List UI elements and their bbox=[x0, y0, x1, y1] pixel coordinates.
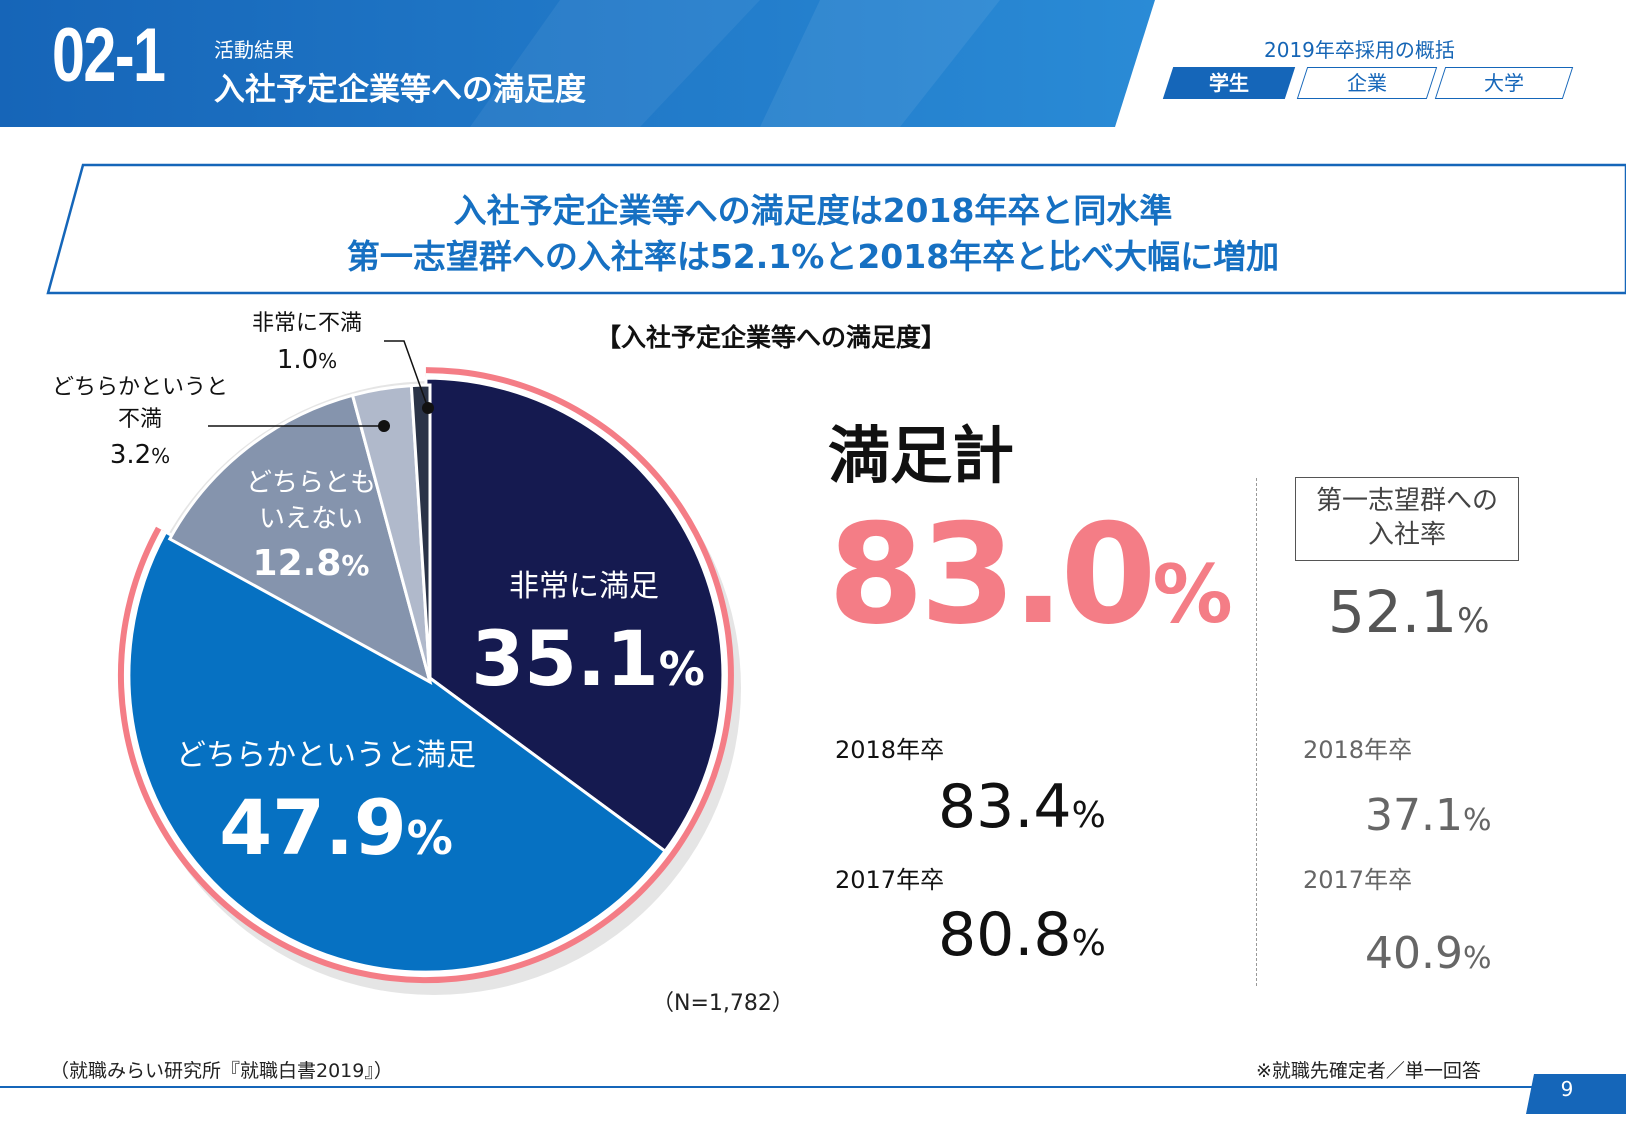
source-citation: （就職みらい研究所『就職白書2019』） bbox=[50, 1060, 393, 1082]
first-choice-2018-number: 37.1 bbox=[1365, 790, 1463, 841]
first-choice-label-line-2: 入社率 bbox=[1367, 520, 1446, 550]
footnote: ※就職先確定者／単一回答 bbox=[1256, 1060, 1481, 1082]
first-choice-2018-label: 2018年卒 bbox=[1303, 736, 1413, 764]
satisfaction-2017-number: 80.8 bbox=[938, 900, 1072, 970]
satisfaction-total-number: 83.0 bbox=[828, 494, 1156, 655]
callout-very-dissatisfied-label: 非常に不満 bbox=[252, 311, 362, 336]
chart-title: 【入社予定企業等への満足度】 bbox=[596, 323, 947, 352]
slice-value-very-satisfied: 35.1% bbox=[471, 614, 705, 703]
overview-title: 2019年卒採用の概括 bbox=[1264, 38, 1455, 62]
satisfaction-2018-unit: % bbox=[1071, 795, 1106, 836]
slice-very-dissatisfied bbox=[409, 383, 432, 683]
headline-line-1: 入社予定企業等への満足度は2018年卒と同水準 bbox=[453, 191, 1173, 230]
satisfaction-total-label: 満足計 bbox=[828, 419, 1015, 492]
first-choice-2017-number: 40.9 bbox=[1365, 928, 1463, 979]
slice-label-neutral-line-1: どちらとも bbox=[246, 468, 376, 498]
callout-very-dissatisfied-value: 1.0% bbox=[277, 345, 337, 375]
first-choice-label-line-1: 第一志望群への bbox=[1315, 486, 1498, 516]
first-choice-2018-unit: % bbox=[1462, 803, 1492, 838]
satisfaction-2017-label: 2017年卒 bbox=[835, 866, 945, 894]
slice-label-very-satisfied: 非常に満足 bbox=[509, 569, 659, 604]
slice-value-somewhat-satisfied: 47.9% bbox=[219, 783, 453, 872]
callout-somewhat-dissatisfied-value: 3.2% bbox=[110, 440, 170, 470]
first-choice-unit: % bbox=[1457, 601, 1490, 641]
sample-size-label: （N=1,782） bbox=[652, 991, 794, 1016]
satisfaction-2017-unit: % bbox=[1071, 923, 1106, 964]
section-number: 02-1 bbox=[52, 13, 166, 98]
headline-line-2: 第一志望群への入社率は52.1%と2018年卒と比べ大幅に増加 bbox=[346, 237, 1280, 276]
section-subtitle: 活動結果 bbox=[214, 38, 294, 62]
slice-label-somewhat-satisfied: どちらかというと満足 bbox=[176, 738, 476, 773]
first-choice-2018-value: 37.1% bbox=[1365, 790, 1491, 841]
first-choice-number: 52.1 bbox=[1328, 578, 1458, 646]
footer-rule bbox=[0, 1086, 1626, 1088]
slice-value-neutral: 12.8% bbox=[253, 543, 370, 584]
first-choice-2017-value: 40.9% bbox=[1365, 928, 1491, 979]
slice-label-neutral-line-2: いえない bbox=[259, 504, 363, 534]
tab-student-label: 学生 bbox=[1209, 71, 1249, 95]
satisfaction-2018-number: 83.4 bbox=[938, 772, 1072, 842]
first-choice-label-box: 第一志望群への 入社率 bbox=[1295, 477, 1519, 561]
callout-very-dissatisfied-leader bbox=[384, 340, 429, 409]
tab-university[interactable]: 大学 bbox=[1434, 67, 1574, 99]
page-number-tab bbox=[1526, 1074, 1626, 1114]
satisfaction-total-unit: % bbox=[1152, 548, 1233, 641]
satisfaction-total-value: 83.0% bbox=[828, 502, 1233, 648]
tab-student[interactable]: 学生 bbox=[1162, 67, 1296, 99]
callout-very-dissatisfied-dot bbox=[422, 402, 434, 414]
header-band bbox=[0, 0, 1155, 127]
section-title: 入社予定企業等への満足度 bbox=[214, 72, 586, 108]
callout-somewhat-dissatisfied-dot bbox=[378, 420, 390, 432]
slice-somewhat-satisfied bbox=[127, 529, 668, 974]
satisfaction-2018-value: 83.4% bbox=[938, 772, 1106, 842]
tab-company-label: 企業 bbox=[1347, 71, 1387, 95]
page-number: 9 bbox=[1560, 1077, 1574, 1101]
slice-very-satisfied bbox=[424, 376, 725, 854]
tab-university-label: 大学 bbox=[1484, 71, 1524, 95]
tab-company[interactable]: 企業 bbox=[1296, 67, 1438, 99]
satisfaction-2017-value: 80.8% bbox=[938, 900, 1106, 970]
callout-somewhat-dissatisfied-label-1: どちらかというと bbox=[52, 375, 228, 400]
dashed-divider bbox=[1256, 478, 1257, 986]
first-choice-value: 52.1% bbox=[1328, 578, 1489, 646]
first-choice-2017-unit: % bbox=[1462, 941, 1492, 976]
satisfaction-2018-label: 2018年卒 bbox=[835, 736, 945, 764]
headline-box bbox=[46, 163, 1626, 295]
callout-somewhat-dissatisfied-label-2: 不満 bbox=[118, 407, 162, 432]
slice-neutral bbox=[167, 393, 433, 686]
first-choice-2017-label: 2017年卒 bbox=[1303, 866, 1413, 894]
